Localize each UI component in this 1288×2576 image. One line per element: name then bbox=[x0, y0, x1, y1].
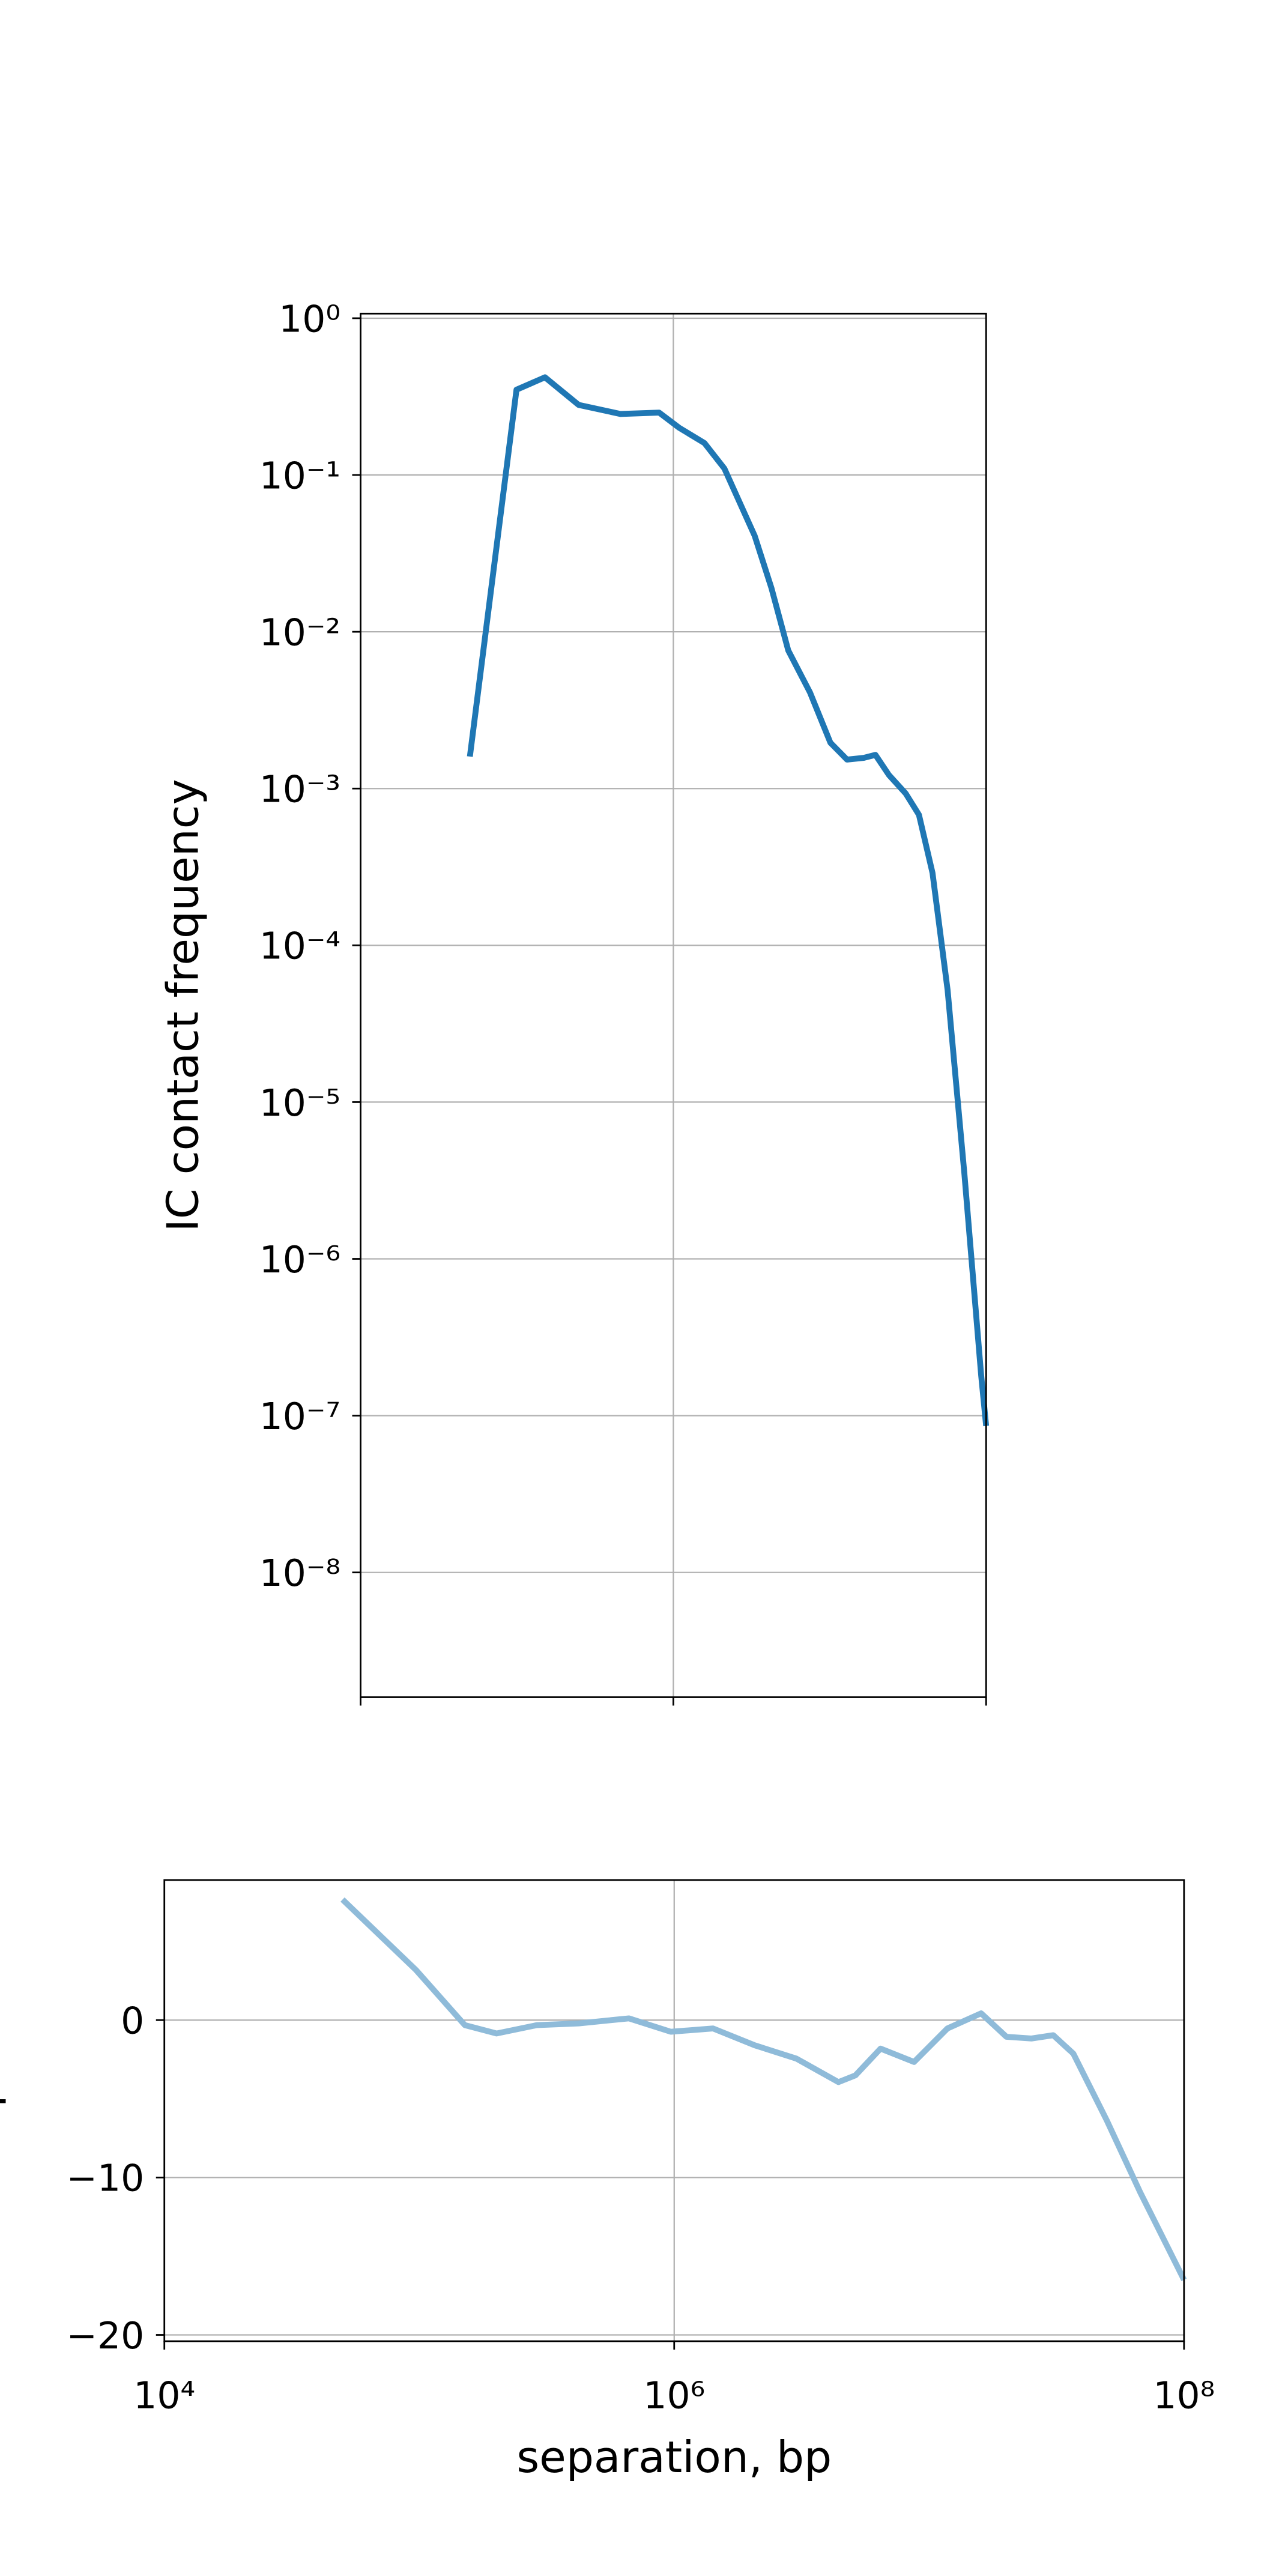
y-tick-label: 10⁻⁵ bbox=[259, 1082, 340, 1125]
y-tick-label: −20 bbox=[67, 2315, 145, 2357]
plot-frame bbox=[360, 312, 987, 1698]
y-axis-label: IC contact frequency bbox=[159, 779, 209, 1232]
y-tick-label: 10⁻¹ bbox=[259, 455, 340, 497]
y-tick-label: 10⁻² bbox=[259, 611, 340, 654]
y-tick-label: 10⁻⁶ bbox=[259, 1239, 340, 1281]
y-axis-label: slope bbox=[0, 2052, 7, 2168]
x-tick-label: 10⁴ bbox=[133, 2375, 195, 2417]
x-tick-label: 10⁶ bbox=[643, 2375, 705, 2417]
y-tick-label: 10⁻⁸ bbox=[259, 1552, 340, 1595]
y-tick-label: 10⁰ bbox=[279, 298, 340, 340]
plot-frame bbox=[163, 1879, 1185, 2342]
data-line bbox=[467, 374, 990, 1427]
x-tick-label: 10⁸ bbox=[1153, 2375, 1215, 2417]
data-line bbox=[340, 1897, 1187, 2281]
y-tick-label: 10⁻⁷ bbox=[259, 1395, 340, 1438]
y-tick-label: 10⁻³ bbox=[259, 769, 340, 811]
y-tick-label: −10 bbox=[67, 2157, 145, 2200]
y-tick-label: 0 bbox=[121, 2000, 144, 2043]
y-tick-label: 10⁻⁴ bbox=[259, 925, 340, 968]
x-axis-label: separation, bp bbox=[516, 2432, 832, 2483]
